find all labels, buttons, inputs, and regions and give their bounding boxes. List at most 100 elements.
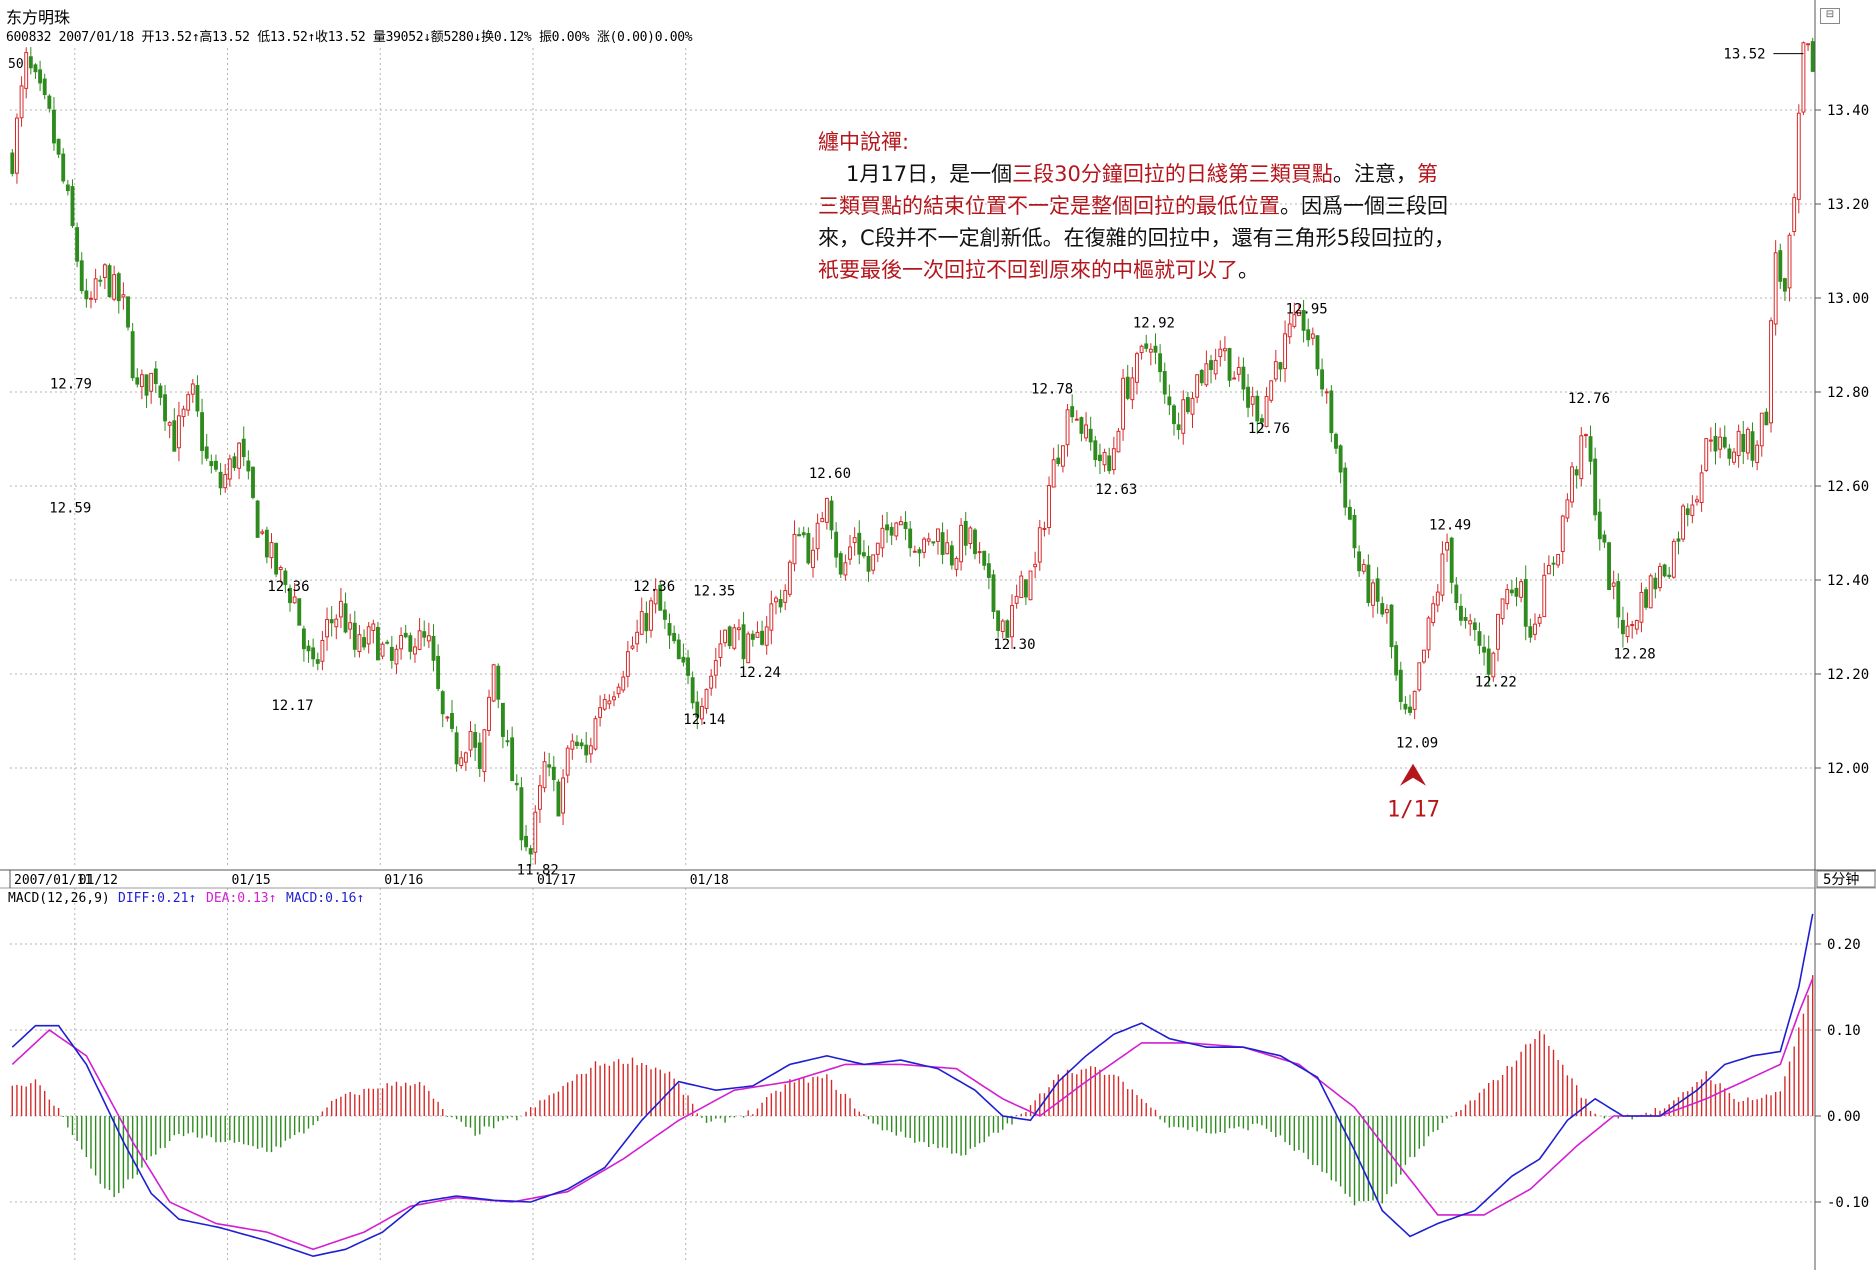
candle-body-up (880, 527, 885, 549)
candle-body-down (135, 377, 140, 385)
candle-body-down (667, 623, 672, 636)
candle-body-down (264, 529, 269, 558)
candle-body-up (1324, 391, 1329, 394)
candle-body-up (1565, 499, 1570, 519)
price-label-high: 12.36 (633, 579, 675, 595)
candle-body-down (644, 612, 649, 632)
candle-body-up (926, 538, 931, 542)
candle-body-down (778, 599, 783, 608)
macd-tick-label: 0.10 (1827, 1023, 1861, 1039)
candle-body-up (357, 634, 362, 652)
candle-body-up (704, 688, 709, 709)
candle-body-up (292, 596, 297, 604)
price-label-low: 12.59 (49, 501, 91, 517)
candle-body-down (84, 290, 89, 300)
candle-body-up (945, 542, 950, 555)
candle-body-down (163, 394, 167, 422)
macd-legend-diff: DIFF:0.21↑ (118, 891, 196, 906)
window-toggle-button[interactable]: ⊟ (1820, 8, 1840, 24)
candle-body-up (1546, 565, 1551, 575)
candle-body-up (875, 542, 880, 555)
note-highlight-1: 三段30分鐘回拉的日綫第三類買點 (1012, 162, 1333, 186)
candle-body-down (908, 528, 913, 549)
candle-body-up (1806, 43, 1810, 46)
candle-body-up (1222, 348, 1227, 352)
stock-name: 东方明珠 (6, 8, 71, 27)
candle-body-up (709, 675, 714, 689)
candle-body-down (1750, 431, 1755, 461)
candle-body-down (801, 532, 806, 536)
note-text-2: 。注意， (1332, 162, 1417, 186)
dea-line (11, 978, 1814, 1251)
candle-body-down (1486, 648, 1491, 675)
price-label-layer: 12.79 12.59 12.36 12.17 11.82 12.36 12.14 12.35… (49, 47, 1804, 879)
candle-body-down (376, 626, 380, 661)
candle-body-down (727, 626, 732, 647)
candle-body-up (1310, 333, 1315, 339)
candle-body-down (1153, 345, 1158, 353)
candle-body-up (1273, 361, 1278, 380)
candle-body-down (1144, 343, 1149, 349)
candle-body-up (1796, 112, 1801, 200)
candle-body-down (436, 655, 441, 689)
candle-body-down (1676, 538, 1681, 542)
candle-body-up (181, 408, 186, 418)
date-label: 01/18 (690, 873, 729, 888)
candle-body-down (408, 635, 413, 652)
candle-body-up (1560, 515, 1565, 552)
candle-body-down (1301, 309, 1306, 331)
price-tick-label: 13.00 (1827, 291, 1869, 307)
price-label-high: 12.36 (267, 579, 309, 595)
price-tick-label: 12.20 (1827, 667, 1869, 683)
candle-body-up (607, 700, 612, 705)
candle-body-up (1130, 377, 1135, 401)
candle-body-up (190, 383, 195, 395)
candle-body-up (223, 474, 228, 489)
candle-body-up (718, 643, 723, 658)
candle-body-up (1634, 619, 1639, 630)
candle-body-down (1597, 511, 1602, 540)
price-top-label: 50 (8, 57, 24, 72)
candle-body-down (1343, 467, 1348, 508)
candle-body-up (1500, 598, 1505, 620)
price-label-low: 12.28 (1614, 646, 1656, 662)
candle-body-up (922, 538, 927, 553)
candle-body-up (1769, 320, 1773, 424)
candle-body-down (255, 500, 260, 538)
candle-body-down (1607, 542, 1611, 591)
candle-body-down (343, 603, 348, 633)
candle-body-down (889, 526, 894, 536)
candle-body-up (852, 537, 857, 544)
candle-body-up (843, 562, 848, 576)
candle-body-up (1181, 399, 1186, 434)
date-label: 2007/01/11 (14, 873, 92, 888)
candle-body-up (1051, 459, 1056, 488)
candle-body-down (153, 368, 158, 384)
candle-body-up (1755, 444, 1760, 463)
candle-body-down (1306, 329, 1311, 341)
price-tick-label: 12.60 (1827, 479, 1869, 495)
candle-body-up (1084, 424, 1088, 439)
date-label: 01/16 (384, 873, 423, 888)
candle-body-down (1315, 335, 1320, 370)
candle-body-up (1625, 625, 1630, 638)
candle-body-down (431, 635, 436, 661)
candle-body-up (445, 716, 450, 719)
candle-body-down (311, 647, 316, 660)
candle-body-up (417, 630, 422, 650)
candle-body-up (1671, 540, 1676, 578)
candle-body-up (1283, 333, 1288, 370)
candle-body-up (1190, 397, 1195, 415)
price-label-high: 12.76 (1568, 391, 1610, 407)
candle-body-down (510, 737, 515, 782)
candle-body-up (426, 635, 431, 642)
candle-body-up (1792, 197, 1797, 232)
candle-body-up (737, 627, 741, 631)
candle-body-down (1255, 395, 1260, 422)
candle-body-down (519, 787, 524, 841)
candle-body-down (1551, 562, 1556, 565)
candle-body-down (1477, 631, 1482, 646)
candle-body-up (1787, 234, 1792, 289)
candle-body-up (121, 294, 126, 298)
candle-body-up (19, 85, 24, 119)
